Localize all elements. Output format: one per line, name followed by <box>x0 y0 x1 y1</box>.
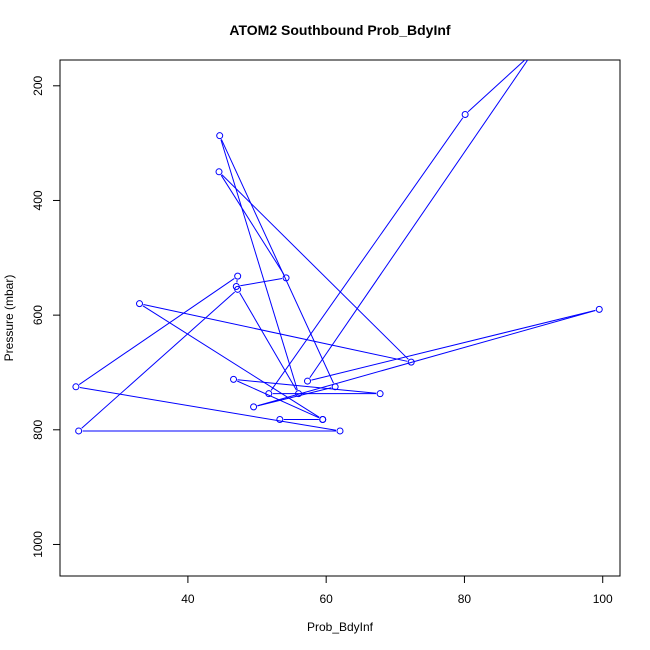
data-point <box>276 415 284 423</box>
data-point <box>215 168 223 176</box>
data-point <box>282 274 290 282</box>
series-line-segment <box>467 60 526 113</box>
x-tick-label: 60 <box>319 592 333 606</box>
series-line-segment <box>220 139 298 391</box>
data-point <box>304 377 312 385</box>
data-point <box>531 48 537 54</box>
y-axis: 200 400 600 800 1000 <box>31 75 60 558</box>
series-layer <box>72 43 603 435</box>
data-point <box>250 403 258 411</box>
y-tick-label: 800 <box>31 419 45 439</box>
y-axis-label: Pressure (mbar) <box>2 275 16 362</box>
data-point <box>265 390 273 398</box>
data-point <box>72 383 80 391</box>
data-point <box>230 375 238 383</box>
x-tick-label: 40 <box>181 592 195 606</box>
series-line-segment <box>237 379 377 394</box>
series-line-segment <box>220 139 334 384</box>
series-line-segment <box>311 309 596 381</box>
data-point <box>595 305 603 313</box>
series-line-segment <box>257 310 596 407</box>
series-line-segment <box>79 386 337 431</box>
data-point <box>461 110 469 118</box>
series-line-segment <box>270 117 464 391</box>
series-line-segment <box>81 291 236 429</box>
series-line-segment <box>78 277 235 385</box>
x-tick-label: 80 <box>458 592 472 606</box>
data-point <box>376 390 384 398</box>
chart-title: ATOM2 Southbound Prob_BdyInf <box>229 22 450 38</box>
data-point <box>234 272 242 280</box>
series-line-segment <box>220 174 285 275</box>
data-point <box>295 390 303 398</box>
data-point <box>234 285 242 293</box>
y-tick-label: 400 <box>31 190 45 210</box>
data-point <box>319 415 327 423</box>
x-tick-label: 100 <box>593 592 613 606</box>
series-line-segment <box>240 278 283 287</box>
data-point <box>216 132 224 140</box>
plot-frame <box>59 59 621 577</box>
data-point <box>136 300 144 308</box>
data-point <box>75 427 83 435</box>
series-line-segment <box>143 304 408 362</box>
y-tick-label: 200 <box>31 75 45 95</box>
x-axis-label: Prob_BdyInf <box>307 620 374 634</box>
y-tick-label: 600 <box>31 305 45 325</box>
y-tick-label: 1000 <box>31 531 45 558</box>
series-line-segment <box>236 380 320 419</box>
data-point <box>336 427 344 435</box>
data-point <box>331 383 339 391</box>
series-line-segment <box>309 60 529 379</box>
series-line-segment <box>239 292 297 391</box>
series-line-segment <box>221 174 409 360</box>
x-axis: 40 60 80 100 <box>181 576 613 606</box>
data-point <box>537 43 543 49</box>
data-point <box>407 358 415 366</box>
series-line-segment <box>142 305 320 418</box>
series-line-segment <box>257 387 332 407</box>
